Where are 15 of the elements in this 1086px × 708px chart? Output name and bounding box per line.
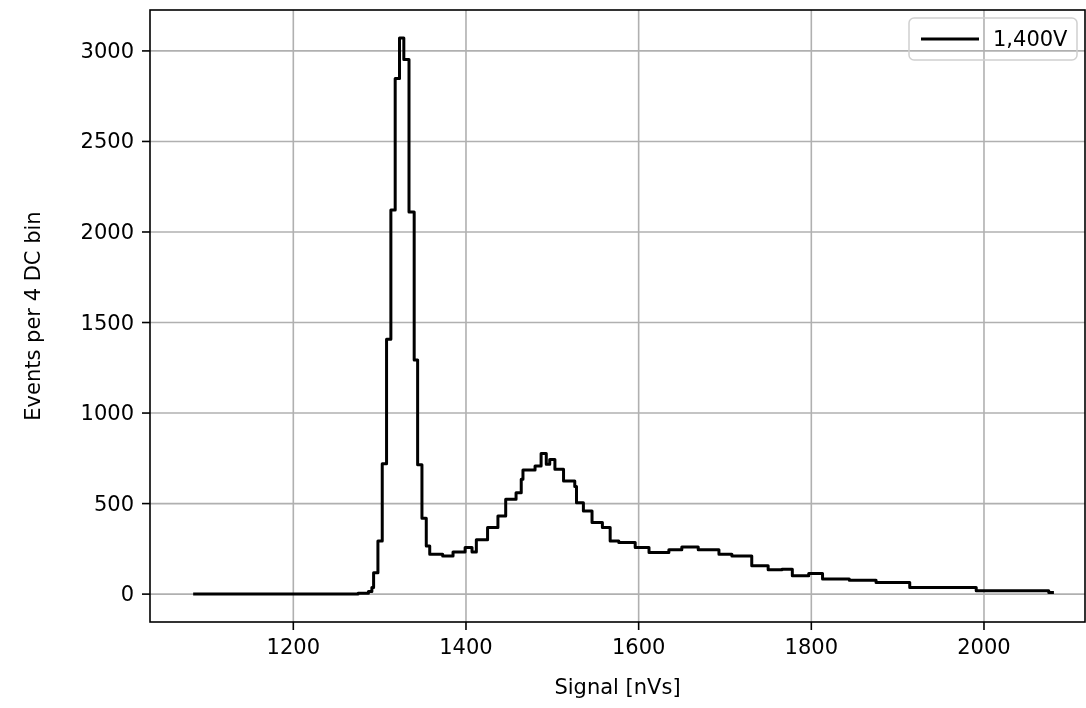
y-tick-label: 2000 [80,219,134,244]
x-tick-label: 1200 [266,635,321,659]
x-tick-label: 2000 [957,635,1011,659]
y-axis-title: Events per 4 DC bin [21,211,45,421]
x-tick-label: 1800 [784,635,839,659]
x-axis-title: Signal [nVs] [554,675,681,699]
y-tick-label: 1500 [80,310,134,335]
y-tick-label: 0 [120,582,134,607]
y-tick-label: 2500 [80,129,134,154]
x-tick-label: 1400 [439,635,493,659]
x-tick-label: 1600 [611,635,666,659]
y-tick-label: 500 [93,491,134,516]
y-tick-label: 1000 [80,401,134,426]
legend-label: 1,400V [993,27,1069,51]
y-tick-label: 3000 [80,38,134,63]
